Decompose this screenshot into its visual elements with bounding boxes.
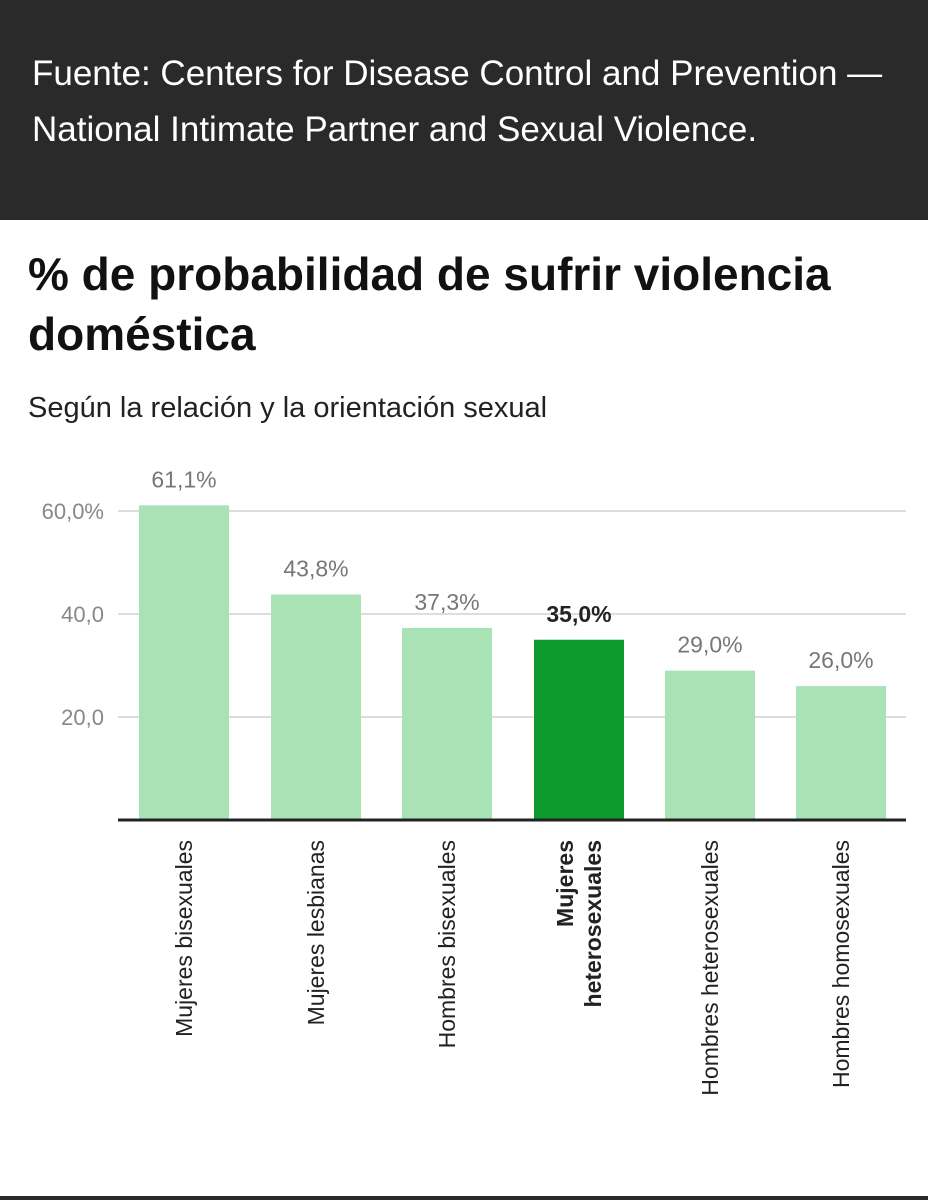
x-tick-label: Mujeresheterosexuales <box>552 840 606 1007</box>
x-tick-label-line: heterosexuales <box>580 840 606 1007</box>
value-label: 61,1% <box>151 466 216 492</box>
chart-title: % de probabilidad de sufrir violencia do… <box>28 248 831 360</box>
x-tick-label-line: Mujeres lesbianas <box>303 840 329 1025</box>
source-text: Fuente: Centers for Disease Control and … <box>32 54 883 149</box>
bar <box>665 670 755 820</box>
y-tick-label: 40,0 <box>61 602 104 627</box>
x-tick-label: Hombres homosexuales <box>828 840 854 1088</box>
bar <box>402 627 492 820</box>
bar-chart: 20,0 40,0 60,0% 61,1% 43,8% 37,3% 35,0% 29,0% 26… <box>42 466 906 1096</box>
bar <box>534 639 624 820</box>
y-tick-label: 20,0 <box>61 705 104 730</box>
bar <box>271 594 361 820</box>
y-tick-label: 60,0% <box>42 499 104 524</box>
x-tick-label: Mujeres lesbianas <box>303 840 329 1025</box>
x-tick-label-line: Hombres bisexuales <box>434 840 460 1048</box>
x-tick-label: Hombres bisexuales <box>434 840 460 1048</box>
value-label: 37,3% <box>414 589 479 615</box>
x-tick-label: Hombres heterosexuales <box>697 840 723 1096</box>
value-label: 29,0% <box>677 632 742 658</box>
bar <box>139 505 229 820</box>
x-tick-label: Mujeres bisexuales <box>171 840 197 1037</box>
x-tick-label-line: Mujeres <box>552 840 578 927</box>
bar <box>796 686 886 820</box>
bottom-border <box>0 1196 928 1200</box>
value-label: 35,0% <box>546 601 611 627</box>
value-label: 43,8% <box>283 555 348 581</box>
value-label: 26,0% <box>808 647 873 673</box>
x-tick-label-line: Hombres heterosexuales <box>697 840 723 1096</box>
source-banner: Fuente: Centers for Disease Control and … <box>0 0 928 220</box>
x-tick-label-line: Mujeres bisexuales <box>171 840 197 1037</box>
x-tick-label-line: Hombres homosexuales <box>828 840 854 1088</box>
chart-subtitle: Según la relación y la orientación sexua… <box>28 392 548 424</box>
